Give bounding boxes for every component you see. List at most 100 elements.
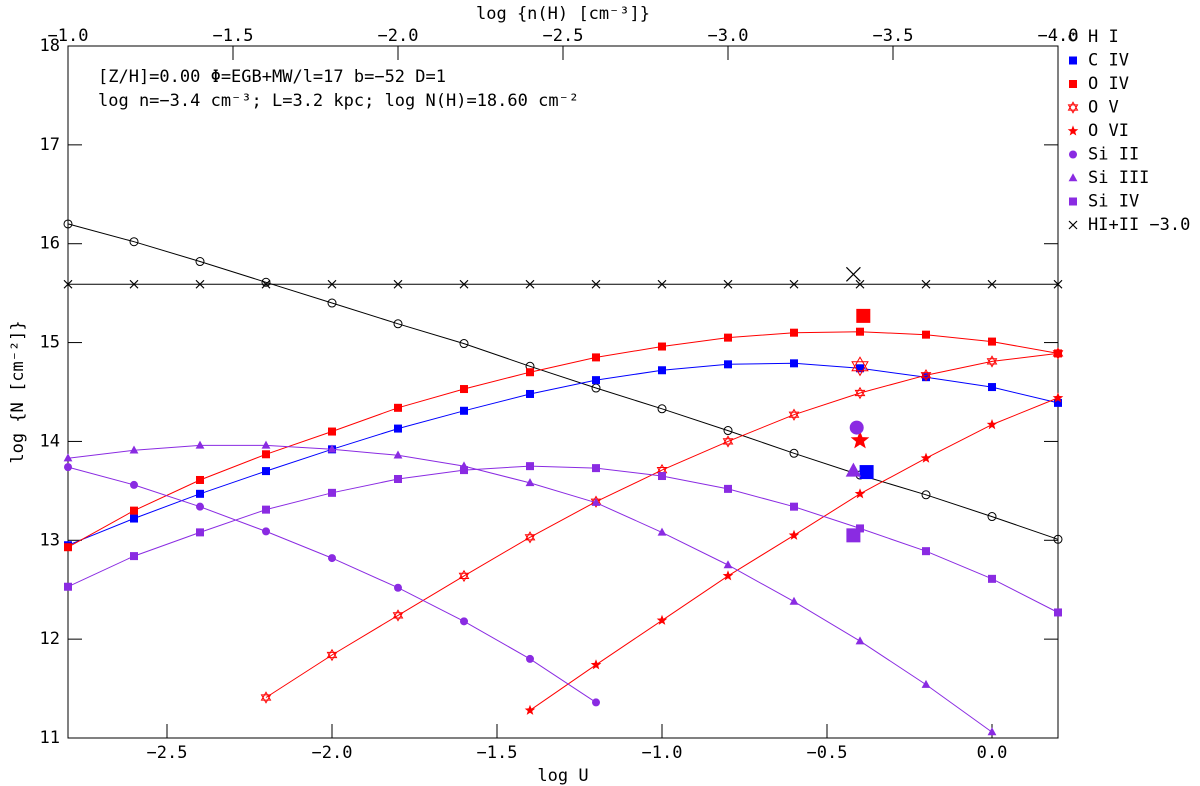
x2-tick-label: −2.0 bbox=[378, 26, 419, 46]
marker bbox=[986, 355, 998, 368]
x2-tick-label: −1.5 bbox=[213, 26, 254, 46]
legend-label: C IV bbox=[1088, 51, 1129, 71]
marker bbox=[326, 648, 338, 662]
marker bbox=[724, 333, 732, 342]
marker bbox=[790, 328, 798, 337]
marker bbox=[328, 488, 336, 497]
marker bbox=[723, 279, 733, 289]
marker bbox=[922, 547, 930, 556]
marker bbox=[328, 427, 336, 436]
marker bbox=[920, 368, 932, 382]
marker bbox=[64, 543, 72, 552]
marker bbox=[394, 583, 402, 592]
marker bbox=[658, 472, 666, 481]
marker bbox=[526, 389, 534, 398]
x-axis-title: log U bbox=[537, 766, 588, 786]
marker bbox=[724, 360, 732, 369]
marker bbox=[788, 408, 800, 421]
marker bbox=[1054, 608, 1062, 617]
marker bbox=[658, 342, 666, 351]
marker bbox=[592, 464, 600, 473]
x-tick-label: −1.0 bbox=[642, 743, 683, 763]
y-tick-label: 15 bbox=[40, 333, 60, 353]
marker bbox=[591, 279, 601, 289]
marker bbox=[195, 279, 205, 289]
series-line bbox=[529, 397, 1059, 711]
marker bbox=[63, 279, 73, 289]
marker bbox=[328, 554, 336, 563]
marker bbox=[524, 531, 536, 544]
marker bbox=[261, 440, 271, 449]
marker bbox=[460, 466, 468, 475]
marker bbox=[525, 478, 535, 487]
marker bbox=[988, 574, 996, 583]
series-line bbox=[67, 465, 1059, 613]
y-tick-label: 16 bbox=[40, 234, 60, 254]
x-tick-label: −1.5 bbox=[477, 743, 518, 763]
marker bbox=[854, 386, 866, 400]
marker bbox=[657, 527, 667, 536]
marker bbox=[856, 327, 864, 336]
legend-label: Si II bbox=[1088, 145, 1139, 165]
x2-tick-label: −4.0 bbox=[1038, 26, 1079, 46]
marker bbox=[846, 528, 861, 543]
x2-tick-label: −3.0 bbox=[708, 26, 749, 46]
marker bbox=[196, 528, 204, 537]
marker bbox=[260, 691, 272, 704]
marker bbox=[855, 636, 865, 645]
marker bbox=[657, 279, 667, 289]
series-line bbox=[67, 466, 597, 703]
marker bbox=[856, 364, 864, 373]
x2-tick-label: −3.5 bbox=[873, 26, 914, 46]
marker bbox=[460, 406, 468, 415]
plot-frame bbox=[67, 45, 1059, 739]
legend-label: HI+II −3.0 bbox=[1088, 215, 1190, 235]
marker bbox=[63, 219, 73, 229]
marker bbox=[592, 376, 600, 385]
series-line bbox=[67, 362, 1059, 546]
marker bbox=[920, 452, 932, 463]
marker bbox=[196, 489, 204, 498]
marker bbox=[459, 339, 469, 349]
marker bbox=[64, 463, 72, 472]
marker bbox=[592, 353, 600, 362]
marker bbox=[393, 319, 403, 329]
marker bbox=[460, 385, 468, 394]
marker bbox=[855, 279, 865, 289]
marker bbox=[790, 359, 798, 368]
marker bbox=[850, 430, 870, 449]
legend-label: O IV bbox=[1088, 74, 1129, 94]
marker bbox=[856, 308, 871, 323]
x2-axis-title: log {n(H) [cm⁻³]} bbox=[476, 4, 650, 24]
marker bbox=[1069, 150, 1077, 159]
marker bbox=[788, 529, 800, 540]
marker bbox=[1069, 197, 1077, 206]
marker bbox=[722, 435, 734, 448]
marker bbox=[392, 609, 404, 622]
series-line bbox=[67, 223, 1059, 540]
marker bbox=[129, 445, 139, 454]
marker bbox=[526, 462, 534, 471]
marker bbox=[1053, 534, 1063, 544]
marker bbox=[327, 298, 337, 308]
marker bbox=[526, 654, 534, 663]
marker bbox=[262, 527, 270, 536]
series-line bbox=[265, 352, 1059, 698]
y-tick-label: 13 bbox=[40, 530, 60, 550]
marker bbox=[987, 727, 997, 736]
marker bbox=[130, 480, 138, 489]
marker bbox=[64, 582, 72, 591]
marker bbox=[1054, 398, 1062, 407]
x-tick-label: −0.5 bbox=[807, 743, 848, 763]
marker bbox=[262, 505, 270, 514]
marker bbox=[1069, 56, 1077, 65]
marker bbox=[986, 419, 998, 430]
marker bbox=[460, 617, 468, 626]
marker bbox=[789, 448, 799, 458]
y-tick-label: 18 bbox=[40, 36, 60, 56]
marker bbox=[854, 488, 866, 499]
marker bbox=[590, 659, 602, 670]
marker bbox=[1068, 173, 1078, 182]
marker bbox=[922, 330, 930, 339]
